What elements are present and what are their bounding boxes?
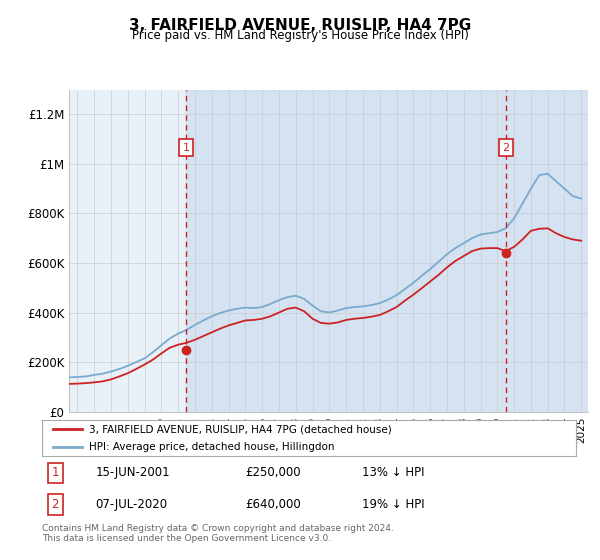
Text: 13% ↓ HPI: 13% ↓ HPI [362,466,425,479]
Text: 2: 2 [52,498,59,511]
Text: 07-JUL-2020: 07-JUL-2020 [95,498,167,511]
Text: Price paid vs. HM Land Registry's House Price Index (HPI): Price paid vs. HM Land Registry's House … [131,29,469,42]
Text: 3, FAIRFIELD AVENUE, RUISLIP, HA4 7PG: 3, FAIRFIELD AVENUE, RUISLIP, HA4 7PG [129,18,471,33]
Bar [186,90,588,412]
Text: 15-JUN-2001: 15-JUN-2001 [95,466,170,479]
Text: 19% ↓ HPI: 19% ↓ HPI [362,498,425,511]
Text: 1: 1 [182,143,190,152]
Text: 1: 1 [52,466,59,479]
Text: £640,000: £640,000 [245,498,301,511]
Text: 3, FAIRFIELD AVENUE, RUISLIP, HA4 7PG (detached house): 3, FAIRFIELD AVENUE, RUISLIP, HA4 7PG (d… [89,424,392,434]
Text: £250,000: £250,000 [245,466,301,479]
Text: HPI: Average price, detached house, Hillingdon: HPI: Average price, detached house, Hill… [89,442,334,452]
Text: Contains HM Land Registry data © Crown copyright and database right 2024.
This d: Contains HM Land Registry data © Crown c… [42,524,394,543]
Text: 2: 2 [502,143,509,152]
